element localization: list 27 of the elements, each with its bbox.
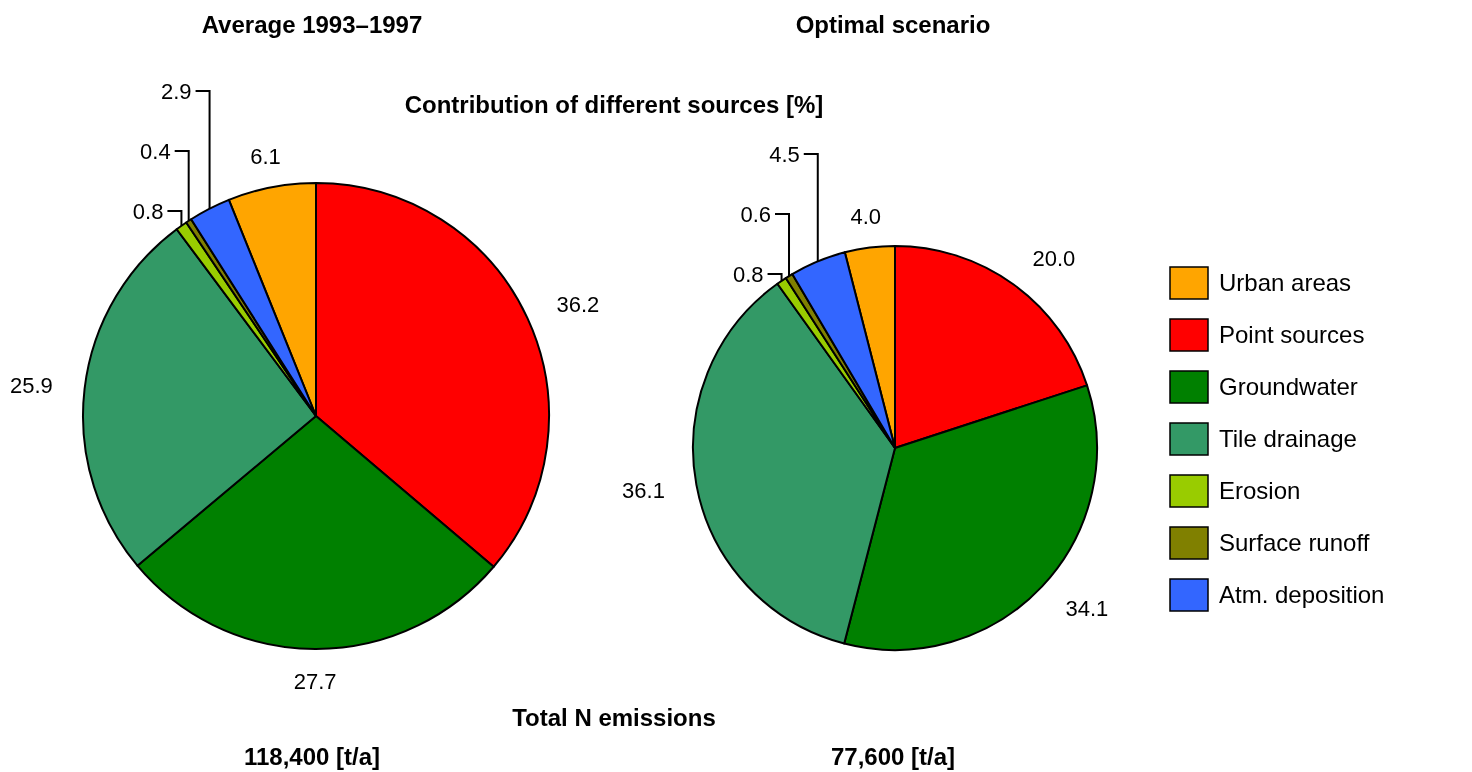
legend-label: Urban areas (1219, 269, 1352, 297)
data-label: 34.1 (1065, 596, 1109, 622)
text: 118,400 [t/a] (243, 743, 381, 770)
data-label: 27.7 (293, 668, 337, 694)
data-label: 36.2 (556, 292, 600, 318)
text: 77,600 [t/a] (830, 743, 956, 770)
slice-label: Average 1993–1997 (201, 11, 423, 38)
legend-label: Atm. deposition (1219, 581, 1385, 609)
data-label: 20.0 (1032, 246, 1076, 272)
data-label: 0.6 (740, 201, 772, 227)
text: Contribution of different sources [%] (404, 91, 824, 118)
legend-label: Tile drainage (1219, 425, 1357, 453)
legend-label: Point sources (1219, 321, 1365, 349)
data-label: 0.4 (140, 138, 171, 164)
legend-label: Erosion (1219, 477, 1301, 505)
data-label: 2.9 (160, 78, 192, 104)
data-label: 4.0 (850, 203, 881, 229)
data-label: 25.9 (9, 372, 53, 398)
data-label: 0.8 (732, 261, 764, 287)
text: Total N emissions (512, 704, 716, 731)
slice-label: Optimal scenario (795, 11, 991, 38)
data-label: 36.1 (622, 478, 665, 504)
data-label: 6.1 (250, 143, 281, 169)
legend-label: Surface runoff (1219, 529, 1370, 557)
legend-label: Groundwater (1219, 373, 1358, 401)
data-label: 4.5 (769, 141, 800, 167)
data-label: 0.8 (132, 198, 164, 224)
